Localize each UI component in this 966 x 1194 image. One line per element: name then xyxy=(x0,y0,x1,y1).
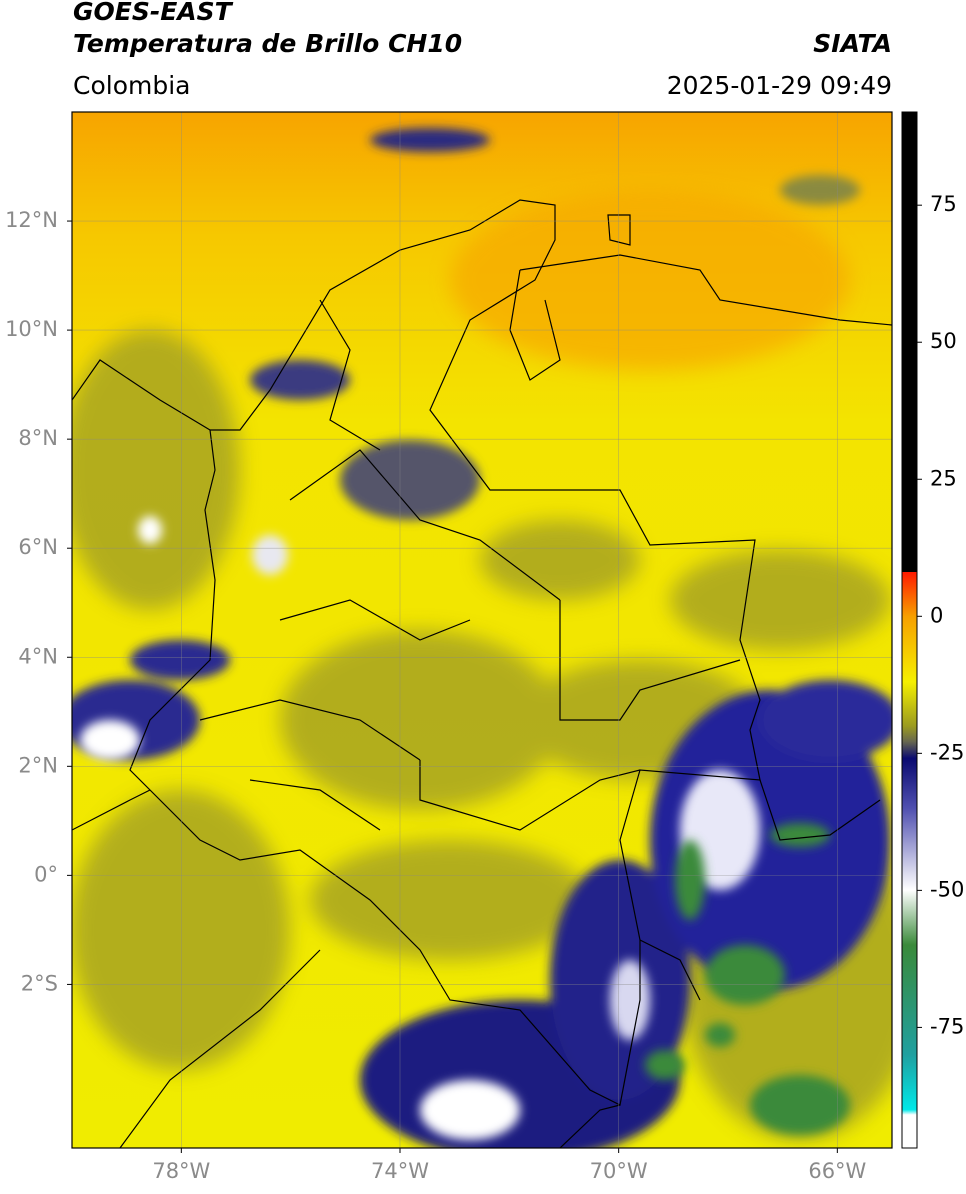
lat-tick-label: 4°N xyxy=(18,644,58,668)
lon-tick-label: 66°W xyxy=(808,1159,866,1183)
axes: 12°N 10°N 8°N 6°N 4°N 2°N 0° 2°S 78°W 74°W 70°W 66°… xyxy=(5,192,964,1183)
colorbar-tick-label: -75 xyxy=(930,1014,964,1038)
lat-tick-label: 2°N xyxy=(18,753,58,777)
source: SIATA xyxy=(813,29,892,58)
product: Temperatura de Brillo CH10 xyxy=(73,29,462,58)
lat-tick-label: 2°S xyxy=(21,971,58,995)
map-frame xyxy=(71,111,893,1149)
lat-tick-label: 8°N xyxy=(18,426,58,450)
datetime: 2025-01-29 09:49 xyxy=(667,71,892,100)
region: Colombia xyxy=(73,71,190,100)
colorbar xyxy=(901,111,918,1149)
lat-tick-label: 0° xyxy=(34,862,58,886)
colorbar-tick-label: 0 xyxy=(930,603,943,627)
colorbar-tick-label: 75 xyxy=(930,192,957,216)
lon-tick-label: 70°W xyxy=(590,1159,648,1183)
colorbar-tick-label: -25 xyxy=(930,740,964,764)
lat-tick-label: 10°N xyxy=(5,317,58,341)
lat-tick-label: 6°N xyxy=(18,535,58,559)
satellite: GOES-EAST xyxy=(73,0,234,26)
graticule xyxy=(72,112,892,1148)
lon-tick-label: 78°W xyxy=(152,1159,210,1183)
borders xyxy=(72,199,892,1148)
lon-tick-label: 74°W xyxy=(371,1159,429,1183)
lat-tick-label: 12°N xyxy=(5,208,58,232)
colorbar-tick-label: -50 xyxy=(930,877,964,901)
colorbar-tick-label: 25 xyxy=(930,466,957,490)
map-image xyxy=(72,112,892,1148)
colorbar-tick-label: 50 xyxy=(930,329,957,353)
